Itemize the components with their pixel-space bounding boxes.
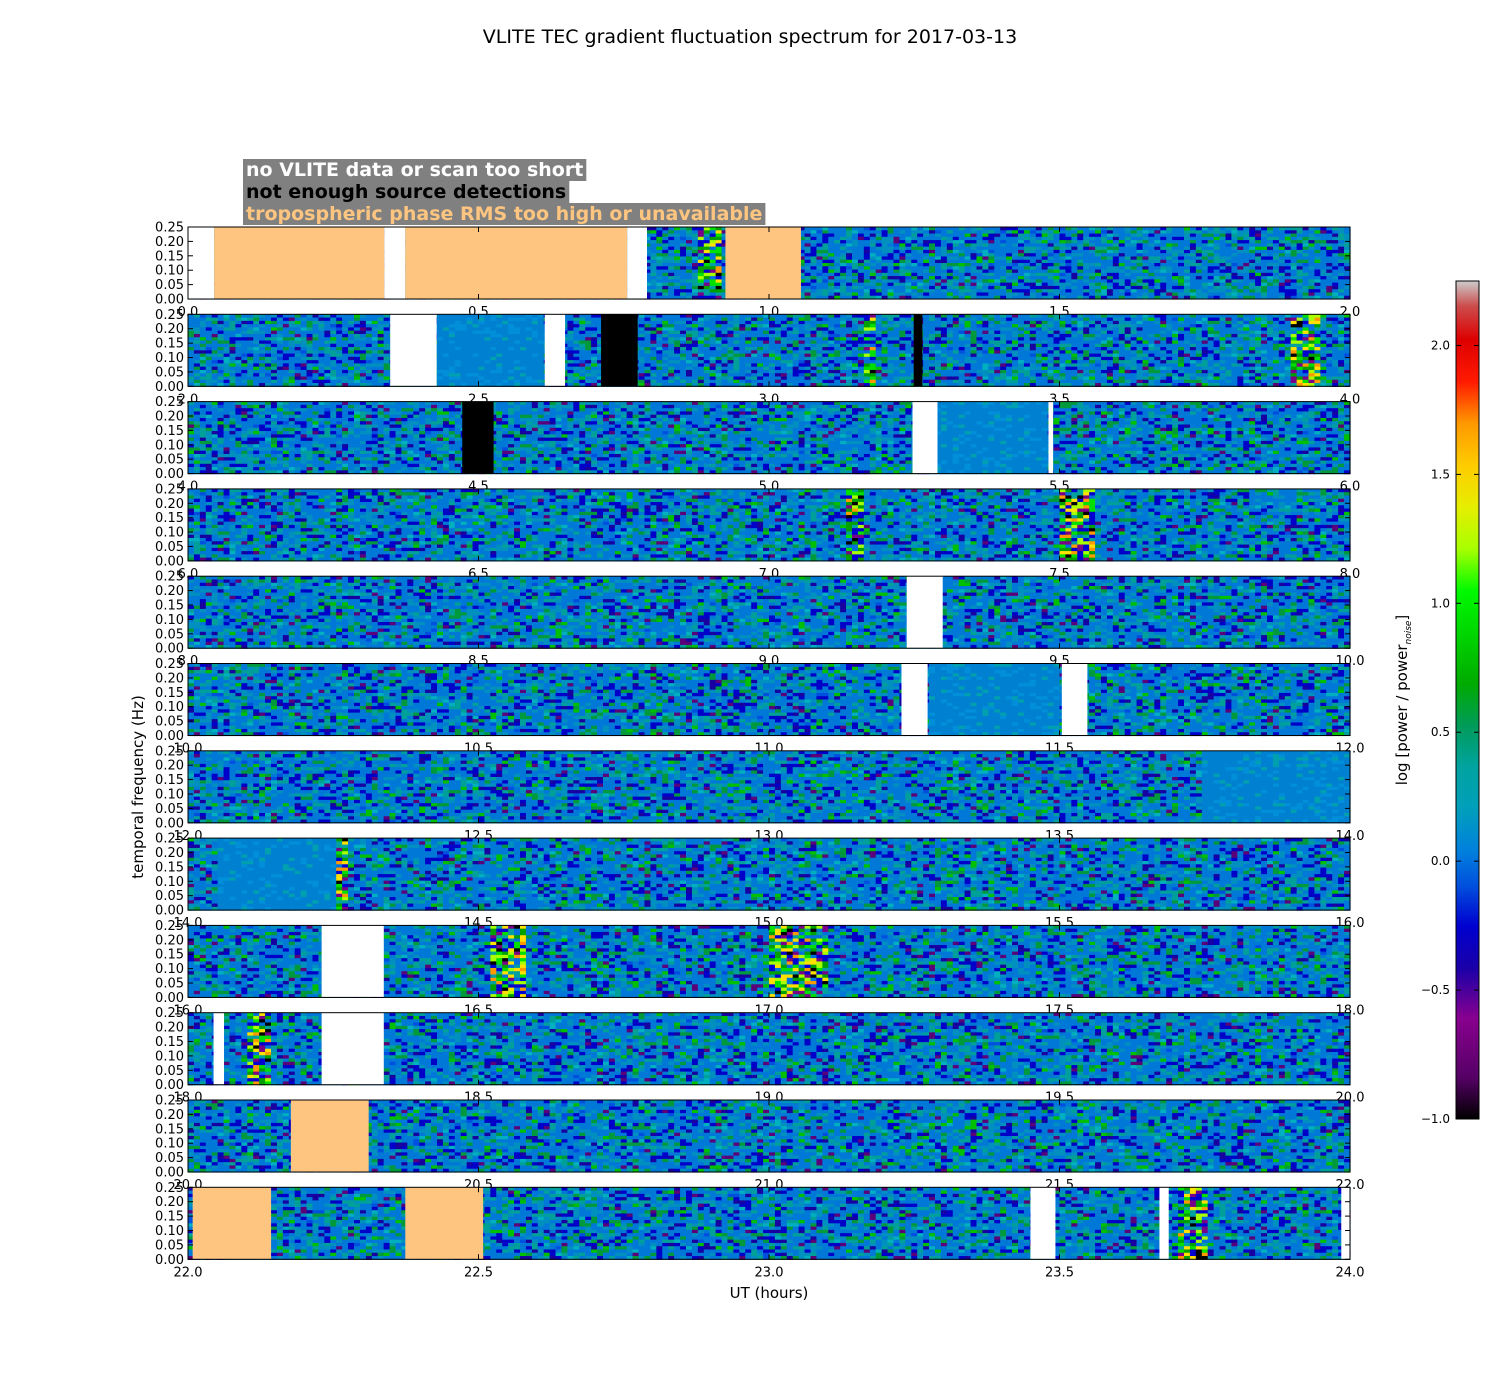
heatmap-rows: 0.000.050.100.150.200.250.0 0.5 1.0 1.5 2.00… [155, 221, 1364, 1281]
panel-0-2: 0.000.050.100.150.200.250.0 0.5 1.0 1.5 2.0 [155, 221, 1360, 321]
figure-canvas: VLITE TEC gradient fluctuation spectrum … [0, 0, 1500, 1400]
chart-title: VLITE TEC gradient fluctuation spectrum … [483, 26, 1017, 48]
